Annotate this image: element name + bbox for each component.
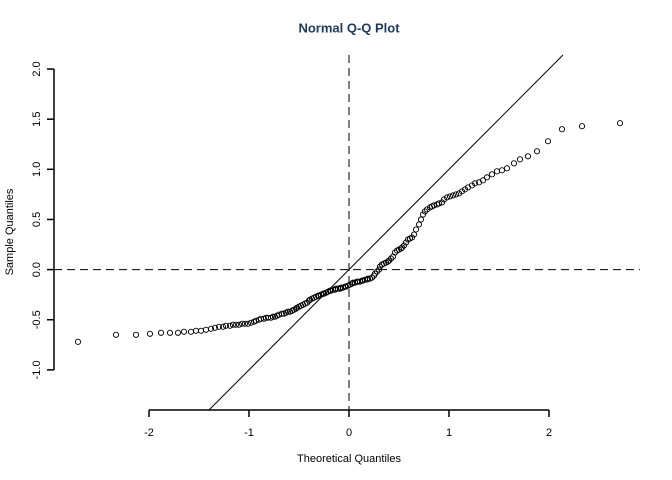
x-tick-label: 2 — [546, 427, 552, 439]
point — [423, 206, 431, 213]
point — [461, 186, 469, 193]
point — [241, 320, 249, 327]
point — [180, 328, 188, 335]
point — [226, 322, 234, 329]
point — [419, 211, 427, 218]
point — [468, 182, 476, 189]
y-tick-label: 0.5 — [31, 212, 43, 227]
point — [166, 329, 174, 336]
point — [533, 148, 541, 155]
x-tick-label: -1 — [244, 427, 254, 439]
point — [132, 331, 140, 338]
point — [412, 226, 420, 233]
point — [244, 320, 252, 327]
point — [440, 196, 448, 203]
point — [503, 165, 511, 172]
point — [544, 138, 552, 145]
point — [452, 191, 460, 198]
point — [371, 270, 379, 277]
point — [455, 190, 463, 197]
point — [510, 160, 518, 167]
point — [443, 194, 451, 201]
point — [446, 193, 454, 200]
point — [192, 327, 200, 334]
x-tick-label: 0 — [346, 427, 352, 439]
point — [479, 177, 487, 184]
point — [368, 274, 376, 281]
point — [235, 321, 243, 328]
point — [284, 308, 292, 315]
point — [402, 239, 410, 246]
point — [363, 276, 371, 283]
point — [112, 331, 120, 338]
point — [207, 325, 215, 332]
point — [449, 192, 457, 199]
point — [524, 153, 532, 160]
point — [292, 305, 300, 312]
point — [516, 156, 524, 163]
point — [229, 321, 237, 328]
point — [430, 202, 438, 209]
point — [146, 330, 154, 337]
point — [247, 319, 255, 326]
point — [278, 310, 286, 317]
point — [398, 244, 406, 251]
point — [215, 323, 223, 330]
point — [238, 320, 246, 327]
x-tick-label: 1 — [446, 427, 452, 439]
point — [417, 216, 425, 223]
point — [375, 266, 383, 273]
y-axis-label: Sample Quantiles — [4, 188, 16, 275]
point — [616, 120, 624, 127]
point — [211, 324, 219, 331]
point — [408, 234, 416, 241]
point — [578, 123, 586, 130]
y-tick-label: 2.0 — [31, 61, 43, 76]
point — [391, 249, 399, 256]
point — [157, 329, 165, 336]
point — [421, 208, 429, 215]
point — [252, 317, 260, 324]
point — [498, 167, 506, 174]
point — [187, 328, 195, 335]
point — [415, 221, 423, 228]
y-tick-label: -0.5 — [31, 310, 43, 329]
y-tick-label: 0.0 — [31, 262, 43, 277]
point — [305, 297, 313, 304]
y-tick-label: -1.0 — [31, 360, 43, 379]
x-tick-label: -2 — [144, 427, 154, 439]
point — [202, 326, 210, 333]
point — [400, 242, 408, 249]
point — [336, 285, 344, 292]
point — [558, 126, 566, 133]
y-tick-label: 1.5 — [31, 112, 43, 127]
point — [74, 338, 82, 345]
point — [232, 321, 240, 328]
point — [410, 231, 418, 238]
point — [373, 268, 381, 275]
point — [222, 322, 230, 329]
x-axis-label: Theoretical Quantiles — [297, 453, 401, 465]
y-tick-label: 1.0 — [31, 162, 43, 177]
point — [483, 174, 491, 181]
point — [438, 199, 446, 206]
point — [197, 327, 205, 334]
point — [219, 323, 227, 330]
point — [471, 180, 479, 187]
point — [269, 313, 277, 320]
point — [364, 275, 372, 282]
point — [387, 255, 395, 262]
qq-line — [208, 54, 564, 411]
point — [458, 188, 466, 195]
point — [385, 257, 393, 264]
point — [174, 329, 182, 336]
chart-title: Normal Q-Q Plot — [298, 20, 400, 35]
point — [435, 200, 443, 207]
point — [493, 168, 501, 175]
point — [488, 171, 496, 178]
point — [376, 263, 384, 270]
point — [348, 280, 356, 287]
